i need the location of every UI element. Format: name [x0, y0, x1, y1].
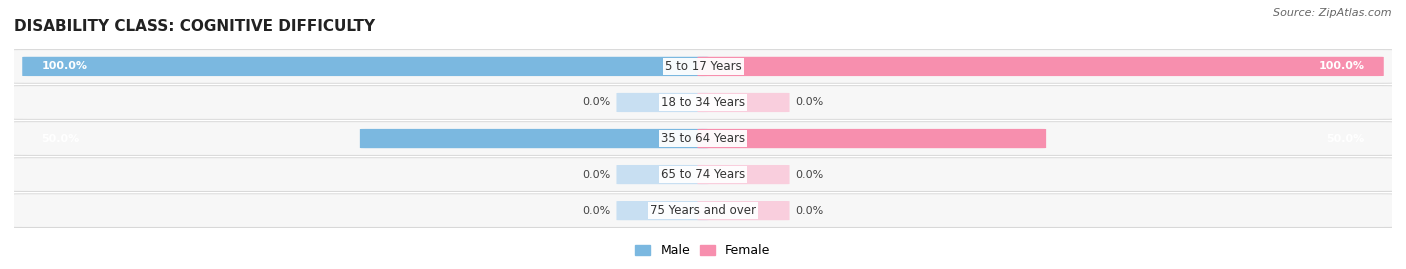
- Text: 50.0%: 50.0%: [42, 133, 80, 144]
- Text: 75 Years and over: 75 Years and over: [650, 204, 756, 217]
- FancyBboxPatch shape: [360, 129, 709, 148]
- FancyBboxPatch shape: [697, 129, 1046, 148]
- FancyBboxPatch shape: [11, 194, 1395, 227]
- Text: 65 to 74 Years: 65 to 74 Years: [661, 168, 745, 181]
- FancyBboxPatch shape: [697, 57, 1384, 76]
- Text: 50.0%: 50.0%: [1326, 133, 1364, 144]
- FancyBboxPatch shape: [616, 201, 709, 220]
- Text: DISABILITY CLASS: COGNITIVE DIFFICULTY: DISABILITY CLASS: COGNITIVE DIFFICULTY: [14, 19, 375, 34]
- Text: Source: ZipAtlas.com: Source: ZipAtlas.com: [1274, 8, 1392, 18]
- FancyBboxPatch shape: [11, 86, 1395, 119]
- Text: 18 to 34 Years: 18 to 34 Years: [661, 96, 745, 109]
- FancyBboxPatch shape: [697, 129, 1046, 148]
- FancyBboxPatch shape: [11, 158, 1395, 191]
- FancyBboxPatch shape: [697, 201, 790, 220]
- Text: 0.0%: 0.0%: [582, 206, 612, 216]
- Text: 100.0%: 100.0%: [1319, 61, 1364, 72]
- FancyBboxPatch shape: [697, 57, 1384, 76]
- Text: 0.0%: 0.0%: [794, 206, 824, 216]
- FancyBboxPatch shape: [11, 122, 1395, 155]
- Text: 100.0%: 100.0%: [42, 61, 87, 72]
- FancyBboxPatch shape: [4, 86, 1402, 119]
- FancyBboxPatch shape: [11, 50, 1395, 83]
- Text: 0.0%: 0.0%: [794, 97, 824, 108]
- FancyBboxPatch shape: [616, 93, 709, 112]
- FancyBboxPatch shape: [4, 122, 1402, 155]
- Text: 0.0%: 0.0%: [582, 97, 612, 108]
- FancyBboxPatch shape: [697, 165, 790, 184]
- FancyBboxPatch shape: [22, 57, 709, 76]
- Text: 0.0%: 0.0%: [794, 169, 824, 180]
- Text: 0.0%: 0.0%: [582, 169, 612, 180]
- FancyBboxPatch shape: [22, 57, 709, 76]
- FancyBboxPatch shape: [4, 158, 1402, 191]
- FancyBboxPatch shape: [360, 129, 709, 148]
- Text: 5 to 17 Years: 5 to 17 Years: [665, 60, 741, 73]
- Legend: Male, Female: Male, Female: [630, 239, 776, 262]
- FancyBboxPatch shape: [4, 50, 1402, 83]
- FancyBboxPatch shape: [697, 93, 790, 112]
- FancyBboxPatch shape: [4, 194, 1402, 227]
- FancyBboxPatch shape: [616, 165, 709, 184]
- Text: 35 to 64 Years: 35 to 64 Years: [661, 132, 745, 145]
